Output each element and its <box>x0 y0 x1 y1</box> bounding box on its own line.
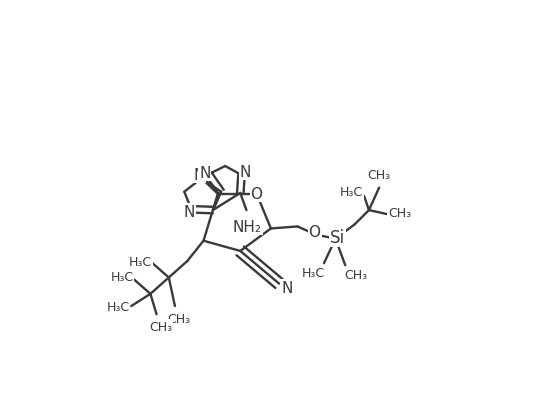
Text: N: N <box>194 168 205 183</box>
Text: N: N <box>282 280 293 295</box>
Text: CH₃: CH₃ <box>149 320 172 333</box>
Text: CH₃: CH₃ <box>167 312 191 325</box>
Text: O: O <box>251 187 262 202</box>
Text: N: N <box>240 165 251 180</box>
Text: NH₂: NH₂ <box>233 219 262 234</box>
Text: H₃C: H₃C <box>129 255 152 268</box>
Text: H₃C: H₃C <box>107 301 130 313</box>
Text: CH₃: CH₃ <box>388 207 411 220</box>
Text: CH₃: CH₃ <box>344 268 367 281</box>
Text: H₃C: H₃C <box>110 270 134 283</box>
Text: Si: Si <box>329 229 345 247</box>
Text: H₃C: H₃C <box>340 186 364 199</box>
Text: O: O <box>309 224 321 239</box>
Text: N: N <box>199 165 211 180</box>
Text: H₃C: H₃C <box>302 266 326 279</box>
Text: N: N <box>184 204 195 219</box>
Text: CH₃: CH₃ <box>367 169 390 182</box>
